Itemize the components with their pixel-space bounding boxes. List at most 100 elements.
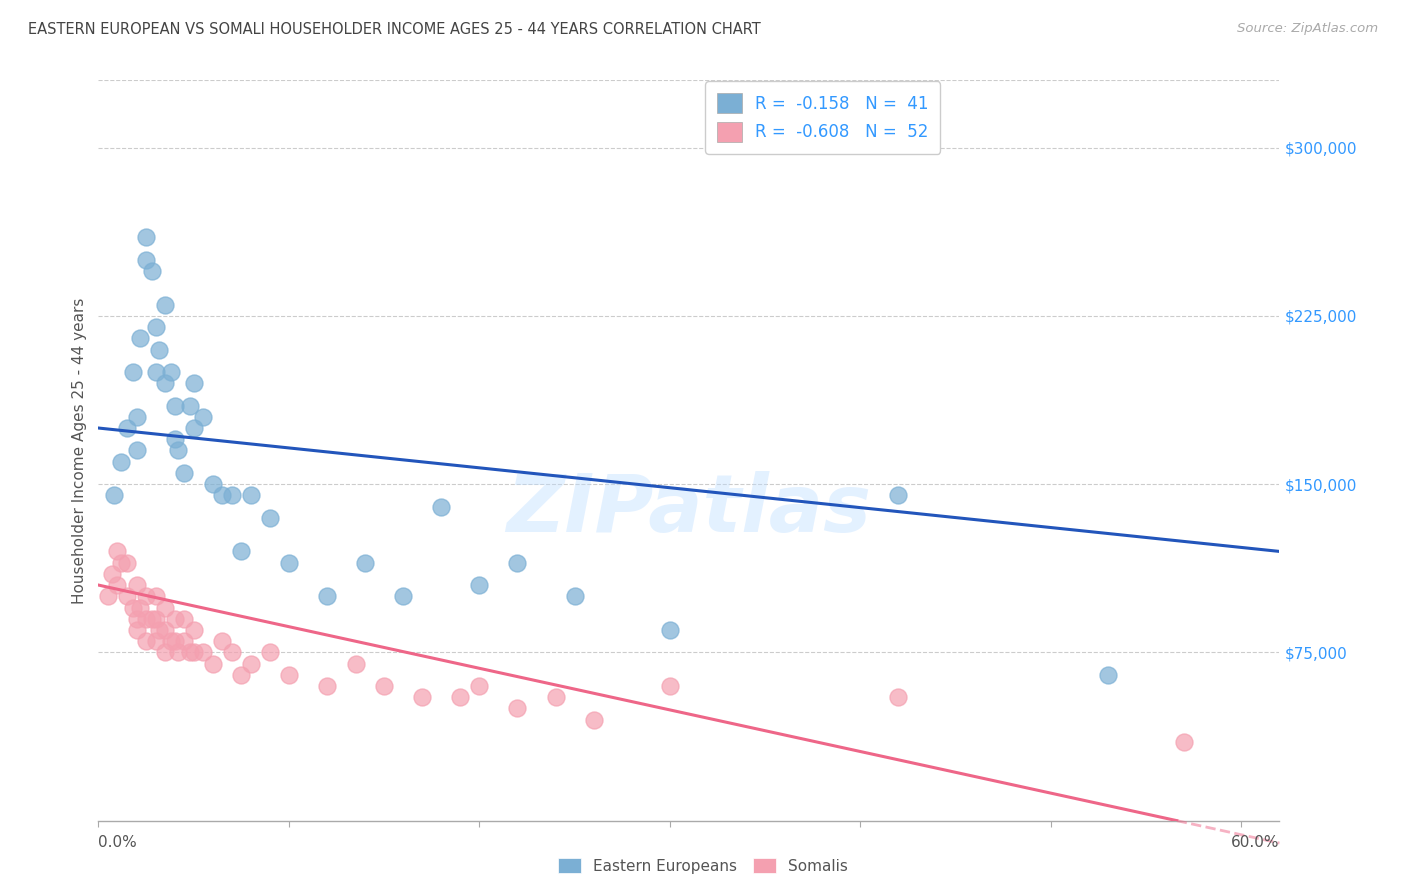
Point bbox=[110, 556, 132, 570]
Point bbox=[129, 331, 152, 345]
Point bbox=[129, 600, 152, 615]
Point bbox=[153, 376, 176, 391]
Point bbox=[211, 488, 233, 502]
Text: 0.0%: 0.0% bbox=[98, 836, 138, 850]
Point bbox=[125, 578, 148, 592]
Point bbox=[430, 500, 453, 514]
Point bbox=[125, 443, 148, 458]
Legend: R =  -0.158   N =  41, R =  -0.608   N =  52: R = -0.158 N = 41, R = -0.608 N = 52 bbox=[706, 81, 941, 153]
Point bbox=[159, 365, 181, 379]
Point bbox=[135, 230, 157, 244]
Point bbox=[153, 623, 176, 637]
Point bbox=[468, 578, 491, 592]
Point bbox=[1097, 668, 1119, 682]
Point bbox=[582, 713, 605, 727]
Point bbox=[153, 600, 176, 615]
Point bbox=[107, 578, 129, 592]
Point bbox=[115, 589, 138, 603]
Point bbox=[887, 690, 910, 705]
Point bbox=[135, 634, 157, 648]
Point bbox=[449, 690, 471, 705]
Point bbox=[110, 455, 132, 469]
Text: ZIPatlas: ZIPatlas bbox=[506, 471, 872, 549]
Point bbox=[221, 645, 243, 659]
Point bbox=[468, 679, 491, 693]
Point bbox=[221, 488, 243, 502]
Point bbox=[277, 556, 299, 570]
Point bbox=[316, 679, 339, 693]
Point bbox=[506, 701, 529, 715]
Point bbox=[107, 544, 129, 558]
Point bbox=[887, 488, 910, 502]
Point bbox=[658, 679, 681, 693]
Point bbox=[411, 690, 433, 705]
Point bbox=[544, 690, 567, 705]
Point bbox=[259, 645, 281, 659]
Point bbox=[145, 612, 167, 626]
Point bbox=[316, 589, 339, 603]
Point bbox=[183, 421, 205, 435]
Point bbox=[179, 645, 201, 659]
Point bbox=[373, 679, 395, 693]
Point bbox=[153, 298, 176, 312]
Point bbox=[163, 634, 186, 648]
Point bbox=[183, 376, 205, 391]
Point bbox=[201, 657, 224, 671]
Point bbox=[103, 488, 125, 502]
Point bbox=[148, 623, 170, 637]
Point bbox=[115, 556, 138, 570]
Point bbox=[277, 668, 299, 682]
Point bbox=[163, 399, 186, 413]
Point bbox=[506, 556, 529, 570]
Point bbox=[354, 556, 377, 570]
Point bbox=[135, 612, 157, 626]
Point bbox=[167, 645, 190, 659]
Point bbox=[125, 623, 148, 637]
Point bbox=[173, 612, 195, 626]
Point bbox=[231, 544, 253, 558]
Point bbox=[344, 657, 367, 671]
Point bbox=[193, 645, 215, 659]
Point bbox=[231, 668, 253, 682]
Point bbox=[193, 409, 215, 424]
Point bbox=[125, 409, 148, 424]
Point bbox=[135, 589, 157, 603]
Point bbox=[121, 365, 143, 379]
Point bbox=[167, 443, 190, 458]
Point bbox=[201, 477, 224, 491]
Point bbox=[239, 657, 262, 671]
Point bbox=[141, 612, 163, 626]
Point bbox=[145, 365, 167, 379]
Point bbox=[239, 488, 262, 502]
Point bbox=[125, 612, 148, 626]
Point bbox=[145, 589, 167, 603]
Point bbox=[1173, 735, 1195, 749]
Point bbox=[183, 645, 205, 659]
Text: 60.0%: 60.0% bbox=[1232, 836, 1279, 850]
Point bbox=[392, 589, 415, 603]
Point bbox=[135, 252, 157, 267]
Point bbox=[121, 600, 143, 615]
Point bbox=[183, 623, 205, 637]
Point bbox=[115, 421, 138, 435]
Point bbox=[141, 264, 163, 278]
Point bbox=[145, 634, 167, 648]
Point bbox=[100, 566, 122, 581]
Point bbox=[173, 634, 195, 648]
Text: EASTERN EUROPEAN VS SOMALI HOUSEHOLDER INCOME AGES 25 - 44 YEARS CORRELATION CHA: EASTERN EUROPEAN VS SOMALI HOUSEHOLDER I… bbox=[28, 22, 761, 37]
Point bbox=[259, 510, 281, 524]
Y-axis label: Householder Income Ages 25 - 44 years: Householder Income Ages 25 - 44 years bbox=[72, 297, 87, 604]
Point bbox=[97, 589, 120, 603]
Point bbox=[148, 343, 170, 357]
Point bbox=[163, 432, 186, 446]
Point bbox=[159, 634, 181, 648]
Point bbox=[145, 320, 167, 334]
Point bbox=[211, 634, 233, 648]
Point bbox=[173, 466, 195, 480]
Point bbox=[163, 612, 186, 626]
Legend: Eastern Europeans, Somalis: Eastern Europeans, Somalis bbox=[553, 852, 853, 880]
Point bbox=[564, 589, 586, 603]
Point bbox=[658, 623, 681, 637]
Text: Source: ZipAtlas.com: Source: ZipAtlas.com bbox=[1237, 22, 1378, 36]
Point bbox=[153, 645, 176, 659]
